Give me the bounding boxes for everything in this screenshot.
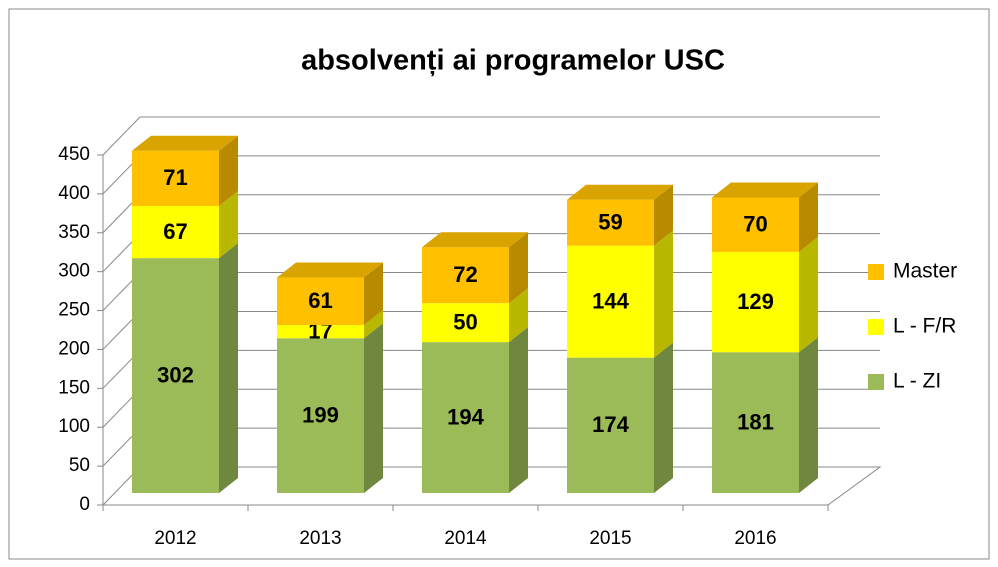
bar [712,251,799,353]
bar-side [509,288,528,343]
y-tick-label: 300 [58,261,90,282]
bar [277,325,364,339]
y-tick-label: 200 [58,338,90,359]
bar-top [567,184,673,200]
value-label: 50 [453,309,477,334]
y-tick-label: 150 [58,377,90,398]
value-label: 70 [743,211,767,236]
value-label: 129 [737,289,774,314]
bar [132,150,219,206]
chart-title: absolvenți ai programelor USC [301,45,725,77]
value-label: 302 [157,362,194,387]
x-tick-label: 2015 [589,528,631,549]
bar [422,303,509,343]
bar [567,199,654,246]
bar-top [132,135,238,151]
legend-swatch [868,319,884,335]
bar-side [364,323,383,493]
bar [132,206,219,259]
bar-side [509,232,528,304]
value-label: 59 [598,210,622,235]
value-label: 71 [163,165,187,190]
bar-side [799,337,818,493]
bar-side [509,327,528,493]
value-label: 72 [453,262,477,287]
bar [567,245,654,358]
bar [712,197,799,252]
legend-swatch [868,264,884,280]
bar [567,357,654,493]
bar-side [654,342,673,493]
y-tick-label: 50 [69,455,90,476]
legend-label: L - F/R [893,315,956,338]
value-label: 61 [308,288,332,313]
y-tick-label: 400 [58,183,90,204]
x-tick-label: 2013 [299,528,341,549]
bar-side [364,310,383,339]
bar [277,338,364,493]
x-tick-label: 2014 [444,528,487,549]
bar-side [219,135,238,206]
value-label: 67 [163,219,187,244]
bar-top [422,232,528,248]
y-tick-label: 450 [58,144,90,165]
bar [277,277,364,325]
bar-side [799,182,818,252]
legend-swatch [868,374,884,390]
y-tick-label: 100 [58,416,90,437]
x-tick-label: 2016 [734,528,776,549]
bar-side [219,243,238,493]
bar-side [654,184,673,246]
value-label: 144 [592,288,629,313]
bar-side [364,262,383,325]
legend-label: Master [893,260,957,283]
bar-side [654,230,673,358]
bar-side [799,236,818,353]
bar-top [712,182,818,198]
y-tick-label: 250 [58,300,90,321]
value-label: 199 [302,402,339,427]
y-tick-label: 0 [79,494,90,515]
value-label: 194 [447,404,484,429]
value-label: 174 [592,412,629,437]
grid-line [102,116,880,156]
legend-label: L - ZI [893,370,941,393]
y-tick-label: 350 [58,222,90,243]
bar-top [277,262,383,278]
bar [422,342,509,493]
bar [132,258,219,493]
value-label: 181 [737,409,774,434]
bar-side [219,191,238,259]
bar [712,352,799,493]
x-tick-label: 2012 [154,528,196,549]
bar [422,247,509,304]
